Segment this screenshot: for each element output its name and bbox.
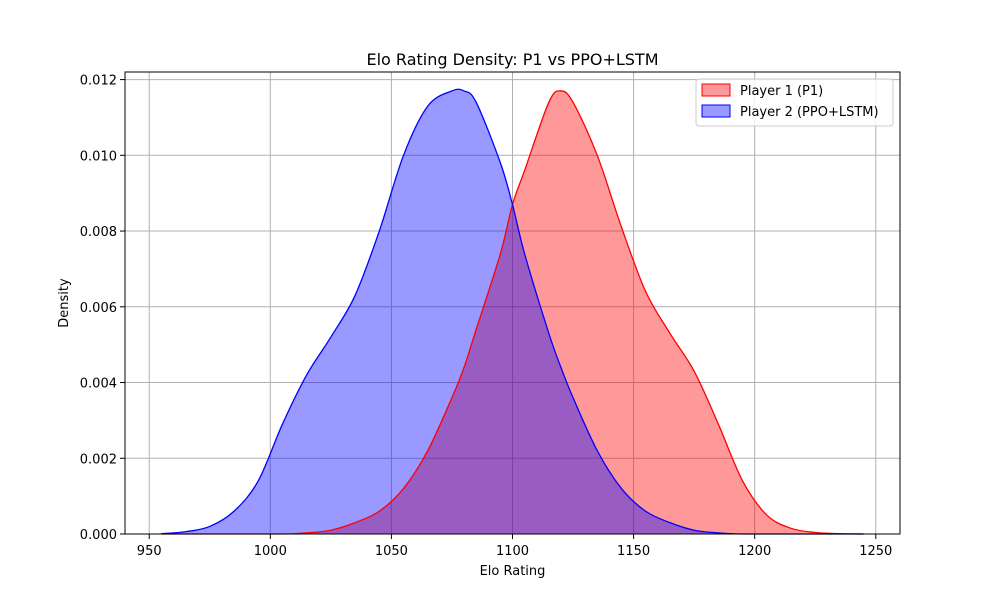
legend-swatch-player1 (701, 83, 731, 97)
y-tick-label: 0.000 (80, 528, 117, 543)
x-tick-label: 1200 (738, 544, 771, 559)
y-tick-label: 0.004 (80, 377, 117, 392)
x-tick-label: 1050 (375, 544, 408, 559)
y-axis-ticks: 0.000 0.002 0.004 0.006 0.008 0.010 0.012 (80, 74, 125, 543)
x-axis-ticks: 950 1000 1050 1100 1150 1200 1250 (137, 534, 892, 559)
y-tick-label: 0.006 (80, 301, 117, 316)
y-tick-label: 0.002 (80, 452, 117, 467)
legend: Player 1 (P1) Player 2 (PPO+LSTM) (695, 78, 894, 127)
player1-density-fill (161, 90, 864, 534)
y-axis-label: Density (57, 278, 72, 328)
density-fills (161, 89, 864, 535)
x-axis-label: Elo Rating (480, 564, 546, 579)
x-tick-label: 1150 (617, 544, 650, 559)
chart-title: Elo Rating Density: P1 vs PPO+LSTM (367, 50, 659, 69)
legend-label-player2: Player 2 (PPO+LSTM) (740, 105, 879, 120)
y-tick-label: 0.010 (80, 149, 117, 164)
y-tick-label: 0.008 (80, 225, 117, 240)
y-tick-label: 0.012 (80, 74, 117, 89)
x-tick-label: 1250 (859, 544, 892, 559)
legend-label-player1: Player 1 (P1) (740, 84, 823, 99)
x-tick-label: 950 (137, 544, 162, 559)
legend-box (695, 78, 894, 127)
player2-density-fill (161, 89, 864, 535)
legend-swatch-player2 (701, 104, 731, 118)
x-tick-label: 1100 (496, 544, 529, 559)
x-tick-label: 1000 (254, 544, 287, 559)
